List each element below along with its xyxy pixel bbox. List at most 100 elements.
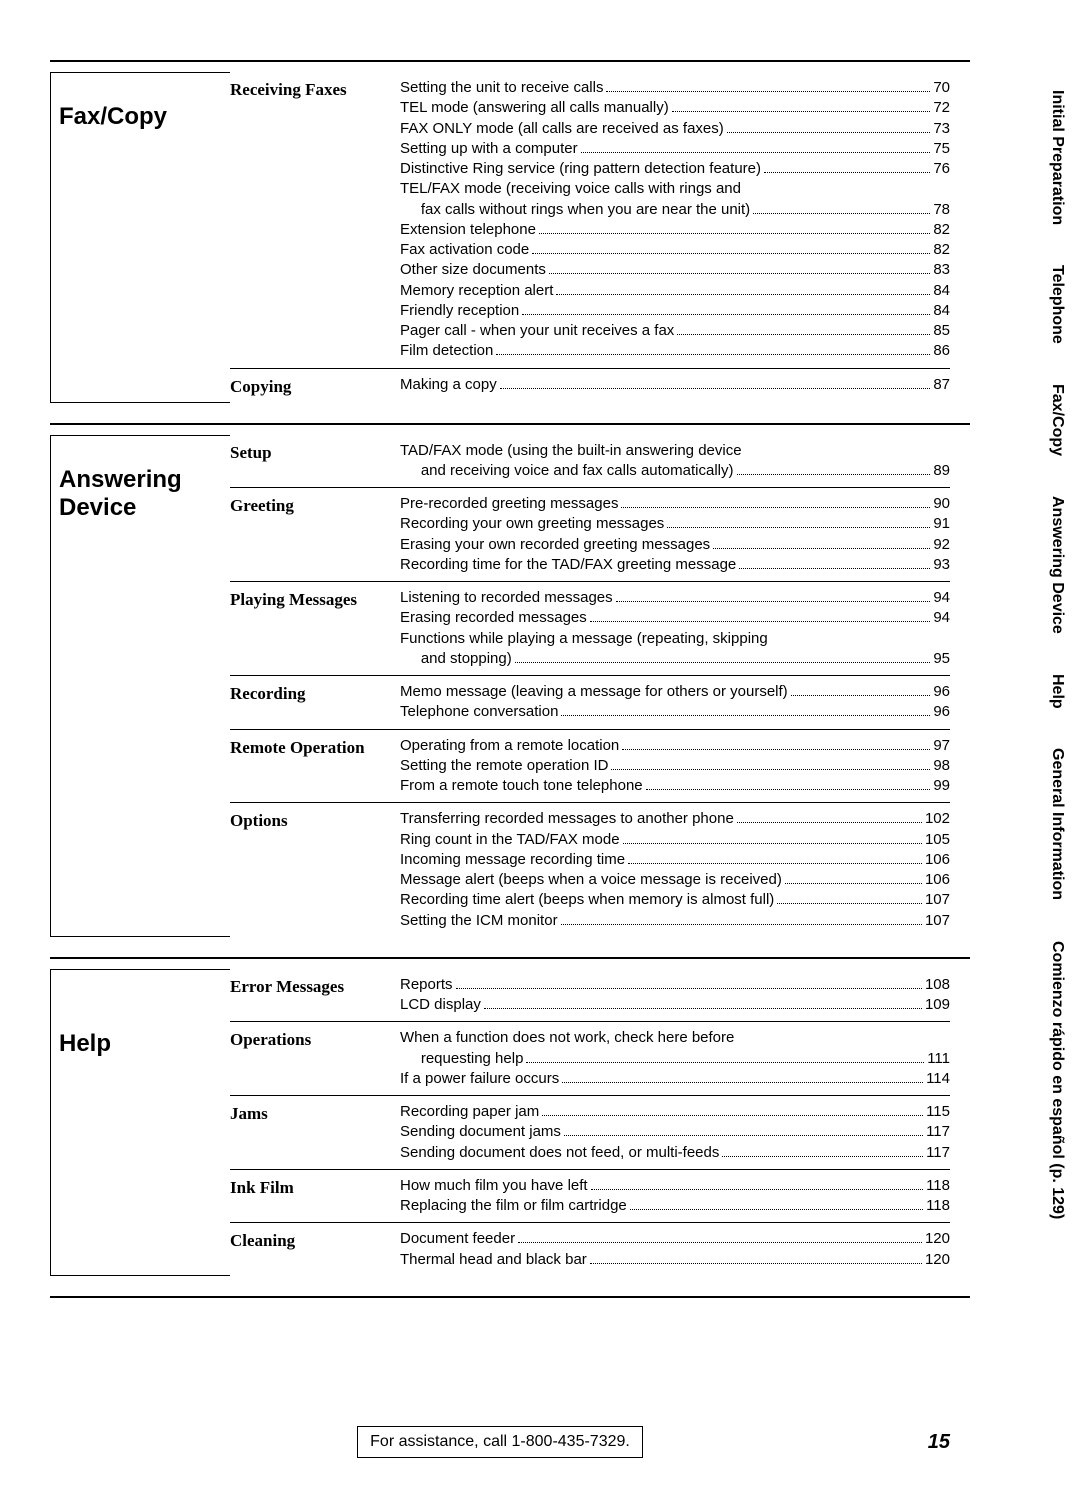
sub-label: Error Messages xyxy=(230,975,400,1016)
leader-dots xyxy=(515,662,931,663)
leader-dots xyxy=(518,1242,922,1243)
leader-dots xyxy=(791,695,931,696)
leader-dots xyxy=(727,132,931,133)
entry-text: TAD/FAX mode (using the built-in answeri… xyxy=(400,441,742,461)
toc-entry: and receiving voice and fax calls automa… xyxy=(400,461,950,481)
subsection: Remote Operation Operating from a remote… xyxy=(230,729,950,803)
entry-page: 83 xyxy=(933,260,950,280)
entry-text: Message alert (beeps when a voice messag… xyxy=(400,870,782,890)
entry-text: Ring count in the TAD/FAX mode xyxy=(400,830,620,850)
entry-page: 78 xyxy=(933,200,950,220)
subsection: Greeting Pre-recorded greeting messages9… xyxy=(230,487,950,581)
side-tab: Help xyxy=(1048,674,1066,709)
leader-dots xyxy=(623,843,922,844)
entries: When a function does not work, check her… xyxy=(400,1028,950,1089)
entries: Making a copy 87 xyxy=(400,375,950,397)
entry-text: Recording your own greeting messages xyxy=(400,514,664,534)
toc-entry: requesting help111 xyxy=(400,1049,950,1069)
leader-dots xyxy=(739,568,930,569)
sub-label: Playing Messages xyxy=(230,588,400,669)
leader-dots xyxy=(542,1115,923,1116)
leader-dots xyxy=(581,152,931,153)
entries: Memo message (leaving a message for othe… xyxy=(400,682,950,723)
entry-page: 102 xyxy=(925,809,950,829)
entry-text: Sending document jams xyxy=(400,1122,561,1142)
entry-page: 114 xyxy=(926,1069,950,1089)
toc-entry: Thermal head and black bar120 xyxy=(400,1250,950,1270)
leader-dots xyxy=(522,314,930,315)
entry-text: Operating from a remote location xyxy=(400,736,619,756)
entry-page: 108 xyxy=(925,975,950,995)
toc-entry: TEL/FAX mode (receiving voice calls with… xyxy=(400,179,950,199)
toc-entry: Making a copy 87 xyxy=(400,375,950,395)
side-tab: Fax/Copy xyxy=(1048,384,1066,456)
entry-text: Pre-recorded greeting messages xyxy=(400,494,618,514)
leader-dots xyxy=(532,253,930,254)
sub-label: Ink Film xyxy=(230,1176,400,1217)
entry-page: 89 xyxy=(933,461,950,481)
sub-label: Remote Operation xyxy=(230,736,400,797)
leader-dots xyxy=(606,91,930,92)
entry-page: 85 xyxy=(933,321,950,341)
side-tab: General Information xyxy=(1048,748,1066,900)
entry-text: Making a copy xyxy=(400,375,497,395)
entry-text: Telephone conversation xyxy=(400,702,558,722)
entry-text: From a remote touch tone telephone xyxy=(400,776,643,796)
entry-page: 120 xyxy=(925,1229,950,1249)
toc-entry: Other size documents83 xyxy=(400,260,950,280)
entry-page: 98 xyxy=(933,756,950,776)
sub-label: Recording xyxy=(230,682,400,723)
entry-text: Memory reception alert xyxy=(400,281,553,301)
leader-dots xyxy=(622,749,930,750)
entries: Transferring recorded messages to anothe… xyxy=(400,809,950,931)
side-tab: Answering Device xyxy=(1048,496,1066,634)
leader-dots xyxy=(564,1135,923,1136)
toc-entry: Setting up with a computer75 xyxy=(400,139,950,159)
entry-page: 82 xyxy=(933,240,950,260)
entry-page: 93 xyxy=(933,555,950,575)
entries: Reports108LCD display109 xyxy=(400,975,950,1016)
rule xyxy=(50,1296,970,1298)
subsection: Error Messages Reports108LCD display109 xyxy=(230,969,950,1022)
leader-dots xyxy=(549,273,930,274)
entry-page: 118 xyxy=(926,1176,950,1196)
footer: For assistance, call 1-800-435-7329. 15 xyxy=(50,1426,950,1458)
toc-entry: Ring count in the TAD/FAX mode105 xyxy=(400,830,950,850)
leader-dots xyxy=(764,172,930,173)
toc-entry: Transferring recorded messages to anothe… xyxy=(400,809,950,829)
subsection: Setup TAD/FAX mode (using the built-in a… xyxy=(230,435,950,488)
entry-text: Functions while playing a message (repea… xyxy=(400,629,768,649)
side-tab: Telephone xyxy=(1048,265,1066,344)
leader-dots xyxy=(672,111,931,112)
entry-page: 76 xyxy=(933,159,950,179)
sub-label: Receiving Faxes xyxy=(230,78,400,362)
entry-text: Recording time for the TAD/FAX greeting … xyxy=(400,555,736,575)
toc-entry: fax calls without rings when you are nea… xyxy=(400,200,950,220)
entry-text: If a power failure occurs xyxy=(400,1069,559,1089)
entry-page: 75 xyxy=(933,139,950,159)
rule xyxy=(50,957,970,959)
toc-entry: TAD/FAX mode (using the built-in answeri… xyxy=(400,441,950,461)
subsections: Setup TAD/FAX mode (using the built-in a… xyxy=(230,435,950,937)
entry-text: FAX ONLY mode (all calls are received as… xyxy=(400,119,724,139)
leader-dots xyxy=(611,769,930,770)
section-label: Help xyxy=(50,969,230,1276)
leader-dots xyxy=(616,601,931,602)
toc-entry: How much film you have left118 xyxy=(400,1176,950,1196)
entry-page: 87 xyxy=(933,375,950,395)
leader-dots xyxy=(722,1156,923,1157)
toc-entry: Erasing recorded messages94 xyxy=(400,608,950,628)
toc-entry: Pre-recorded greeting messages90 xyxy=(400,494,950,514)
leader-dots xyxy=(562,1082,923,1083)
entry-page: 107 xyxy=(925,911,950,931)
entry-page: 96 xyxy=(933,682,950,702)
leader-dots xyxy=(526,1062,924,1063)
entry-text: Reports xyxy=(400,975,453,995)
leader-dots xyxy=(590,1263,922,1264)
rule xyxy=(50,423,970,425)
toc-entry: Functions while playing a message (repea… xyxy=(400,629,950,649)
leader-dots xyxy=(590,621,931,622)
leader-dots xyxy=(677,334,930,335)
entry-page: 84 xyxy=(933,281,950,301)
leader-dots xyxy=(646,789,931,790)
